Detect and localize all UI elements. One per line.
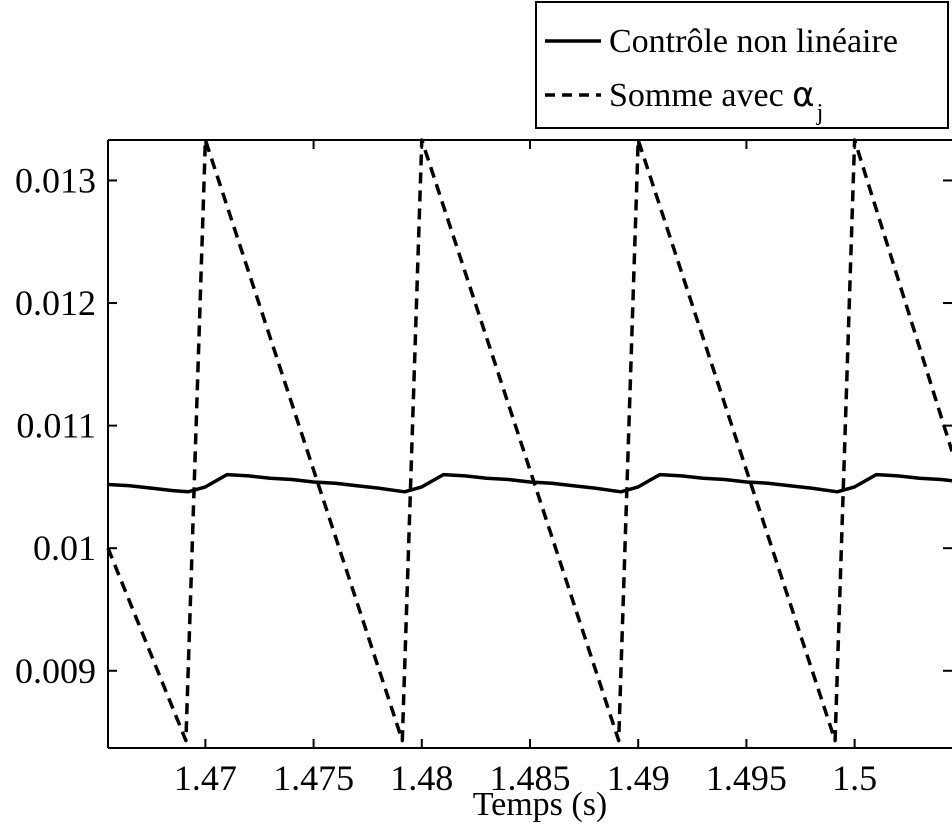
y-tick-label: 0.009 <box>15 651 96 691</box>
legend-label-2-text: Somme avec <box>609 77 792 114</box>
legend: Contrôle non linéaire Somme avec αj <box>535 1 949 129</box>
x-tick-label: 1.49 <box>607 758 670 798</box>
series-somme-alpha-line <box>106 138 952 743</box>
y-tick-label: 0.01 <box>33 528 96 568</box>
legend-label-2: Somme avec αj <box>609 75 823 126</box>
x-tick-label: 1.48 <box>390 758 453 798</box>
legend-box <box>535 1 949 129</box>
x-tick-label: 1.475 <box>273 758 354 798</box>
alpha-symbol: α <box>792 75 814 115</box>
y-tick-label: 0.013 <box>15 160 96 200</box>
x-tick-label: 1.47 <box>174 758 237 798</box>
alpha-subscript: j <box>816 100 824 126</box>
x-axis-title: Temps (s) <box>473 786 608 823</box>
series-layer <box>106 138 952 743</box>
x-tick-label: 1.5 <box>832 758 877 798</box>
legend-label-1: Contrôle non linéaire <box>609 23 898 60</box>
x-axis-ticks: 1.47 1.475 1.48 1.485 1.49 1.495 1.5 <box>174 140 877 798</box>
x-tick-label: 1.485 <box>490 758 571 798</box>
y-tick-label: 0.011 <box>16 406 96 446</box>
series-controle-line <box>107 472 952 494</box>
plot-area: 1.47 1.475 1.48 1.485 1.49 1.495 1.5 0.009 0.01… <box>15 138 952 798</box>
y-tick-label: 0.012 <box>15 283 96 323</box>
y-axis-ticks: 0.009 0.01 0.011 0.012 0.013 <box>15 160 952 691</box>
x-tick-label: 1.495 <box>706 758 787 798</box>
